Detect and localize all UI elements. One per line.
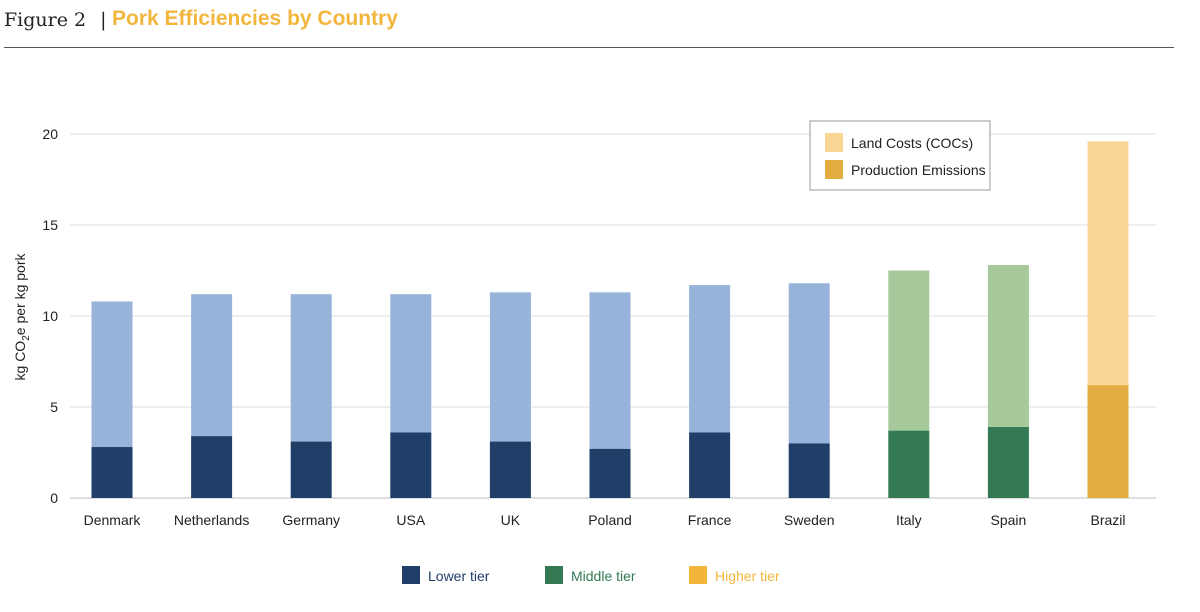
figure-title: Pork Efficiencies by Country — [112, 7, 398, 30]
series-legend-swatch — [825, 133, 843, 152]
x-category-label: Brazil — [1090, 512, 1125, 528]
bar-segment-production-emissions — [689, 432, 731, 498]
figure-header: Figure 2 | Pork Efficiencies by Country — [0, 0, 1200, 50]
bar-segment-land-costs — [91, 301, 133, 448]
y-tick-label: 20 — [42, 126, 58, 142]
bar-segment-land-costs — [489, 292, 531, 442]
x-category-label: Sweden — [784, 512, 835, 528]
tier-legend-label: Lower tier — [428, 568, 490, 584]
bar-segment-production-emissions — [788, 443, 830, 498]
y-tick-label: 10 — [42, 308, 58, 324]
tier-legend-swatch — [402, 566, 420, 584]
x-category-label: Italy — [896, 512, 922, 528]
bar-segment-land-costs — [987, 265, 1029, 428]
series-legend-swatch — [825, 160, 843, 179]
x-category-label: Denmark — [84, 512, 142, 528]
y-axis-label-part: e per kg pork — [12, 253, 28, 336]
figure-separator: | — [100, 9, 107, 31]
tier-legend-swatch — [545, 566, 563, 584]
bar-segment-land-costs — [390, 294, 432, 433]
bar-segment-land-costs — [290, 294, 332, 442]
bar-segment-land-costs — [1087, 141, 1129, 386]
x-category-label: USA — [396, 512, 425, 528]
bar-segment-production-emissions — [888, 430, 930, 498]
x-category-label: France — [688, 512, 732, 528]
bar-segment-land-costs — [191, 294, 233, 437]
x-category-label: UK — [501, 512, 521, 528]
bar-segment-land-costs — [888, 270, 930, 431]
tier-legend-label: Higher tier — [715, 568, 780, 584]
y-axis-label-part: kg CO — [12, 341, 28, 381]
series-legend-label: Land Costs (COCs) — [851, 135, 973, 151]
x-category-label: Germany — [282, 512, 340, 528]
x-category-label: Poland — [588, 512, 632, 528]
series-legend-label: Production Emissions — [851, 162, 986, 178]
bar-segment-production-emissions — [987, 427, 1029, 498]
bar-segment-production-emissions — [1087, 385, 1129, 498]
bar-segment-production-emissions — [489, 441, 531, 498]
y-axis-label-subscript: 2 — [21, 335, 32, 341]
bar-segment-production-emissions — [589, 448, 631, 498]
bar-segment-production-emissions — [390, 432, 432, 498]
bar-segment-land-costs — [788, 283, 830, 444]
bar-segment-production-emissions — [91, 447, 133, 498]
header-divider — [4, 47, 1174, 48]
bar-segment-production-emissions — [290, 441, 332, 498]
y-tick-label: 0 — [50, 490, 58, 506]
figure-number: Figure 2 — [4, 9, 87, 31]
bar-segment-production-emissions — [191, 436, 233, 498]
series-legend-box — [809, 120, 991, 191]
tier-legend-swatch — [689, 566, 707, 584]
bar-segment-land-costs — [689, 285, 731, 433]
figure-label: Figure 2 | — [4, 9, 107, 31]
y-axis-label: kg CO2e per kg pork — [12, 253, 32, 381]
x-category-label: Spain — [990, 512, 1026, 528]
tier-legend-label: Middle tier — [571, 568, 636, 584]
y-tick-label: 5 — [50, 399, 58, 415]
bar-segment-land-costs — [589, 292, 631, 449]
x-category-label: Netherlands — [174, 512, 250, 528]
y-tick-label: 15 — [42, 217, 58, 233]
